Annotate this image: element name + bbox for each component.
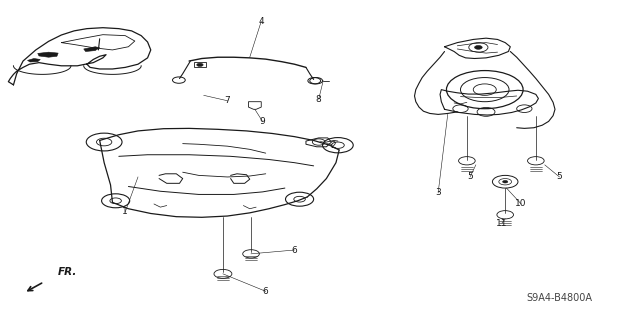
Text: 2: 2 bbox=[330, 141, 335, 150]
Text: 5: 5 bbox=[557, 173, 563, 182]
Text: 1: 1 bbox=[122, 207, 128, 216]
Text: 9: 9 bbox=[260, 117, 266, 126]
Polygon shape bbox=[38, 52, 58, 57]
Polygon shape bbox=[28, 58, 40, 62]
Text: 6: 6 bbox=[292, 246, 298, 255]
Circle shape bbox=[474, 46, 482, 49]
Text: S9A4-B4800A: S9A4-B4800A bbox=[527, 293, 593, 303]
Text: 6: 6 bbox=[263, 287, 269, 296]
Text: 11: 11 bbox=[496, 219, 508, 227]
Text: FR.: FR. bbox=[58, 267, 77, 277]
Circle shape bbox=[196, 63, 203, 66]
Text: 8: 8 bbox=[316, 95, 321, 104]
Text: 7: 7 bbox=[225, 96, 230, 105]
Text: 5: 5 bbox=[467, 173, 473, 182]
Text: 10: 10 bbox=[515, 199, 527, 208]
Text: 4: 4 bbox=[259, 17, 264, 26]
Circle shape bbox=[502, 181, 508, 183]
Text: 3: 3 bbox=[435, 188, 441, 197]
Polygon shape bbox=[84, 47, 100, 51]
